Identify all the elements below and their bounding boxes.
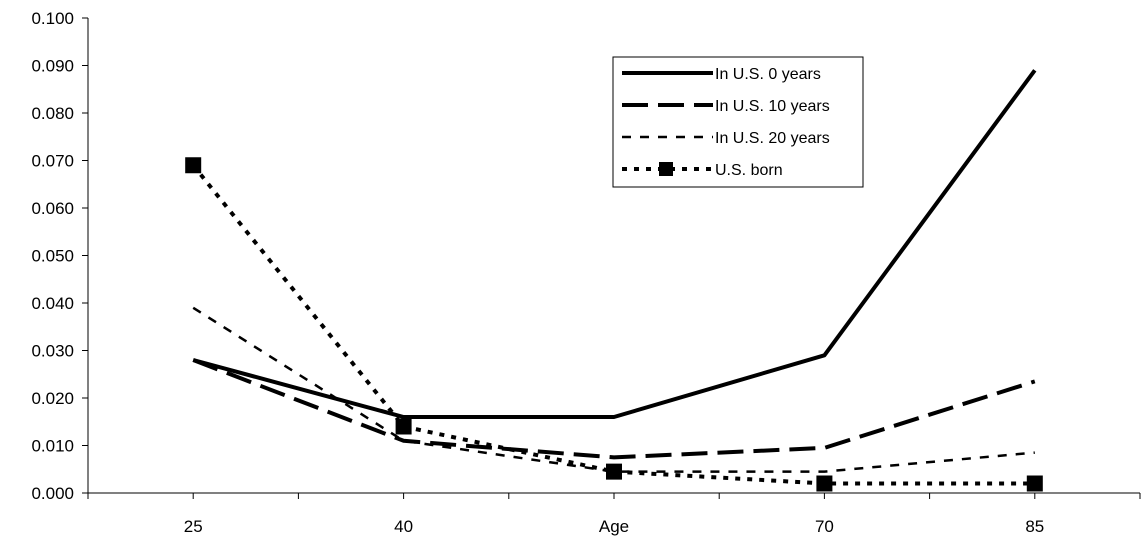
y-tick-label: 0.100 — [31, 9, 74, 28]
y-tick-label: 0.040 — [31, 294, 74, 313]
legend: In U.S. 0 years In U.S. 10 years In U.S. 2… — [612, 56, 864, 188]
y-tick-label: 0.030 — [31, 342, 74, 361]
x-axis-ticks: 25 40 Age 70 85 — [87, 493, 1141, 536]
y-tick-label: 0.070 — [31, 152, 74, 171]
y-tick-label: 0.060 — [31, 199, 74, 218]
data-point-marker — [395, 418, 412, 435]
x-tick-label: 70 — [815, 517, 834, 536]
x-tick-label: 40 — [394, 517, 413, 536]
y-tick-label: 0.080 — [31, 104, 74, 123]
data-point-marker — [1026, 475, 1043, 492]
legend-marker — [659, 162, 673, 176]
data-point-marker — [606, 463, 622, 480]
y-tick-label: 0.010 — [31, 437, 74, 456]
y-tick-label: 0.020 — [31, 389, 74, 408]
data-point-marker — [185, 157, 202, 174]
series-line-2 — [192, 358, 1036, 460]
y-tick-label: 0.050 — [31, 247, 74, 266]
series-line-1 — [192, 69, 1037, 419]
x-tick-label: Age — [599, 517, 629, 536]
y-tick-label: 0.000 — [31, 484, 74, 503]
legend-label-2: In U.S. 10 years — [715, 98, 830, 115]
legend-box — [612, 56, 864, 188]
legend-label-1: In U.S. 0 years — [715, 66, 821, 83]
series-layer — [185, 69, 1043, 492]
y-axis-ticks: 0.000 0.010 0.020 0.030 0.040 0.050 0.060 0.070… — [31, 9, 88, 503]
x-tick-label: 25 — [184, 517, 203, 536]
series-line-3 — [192, 306, 1035, 473]
legend-label-3: In U.S. 20 years — [715, 130, 830, 147]
x-tick-label: 85 — [1025, 517, 1044, 536]
y-tick-label: 0.090 — [31, 57, 74, 76]
legend-label-4: U.S. born — [715, 162, 783, 179]
series-line-4 — [191, 164, 1035, 486]
data-point-marker — [816, 475, 833, 492]
